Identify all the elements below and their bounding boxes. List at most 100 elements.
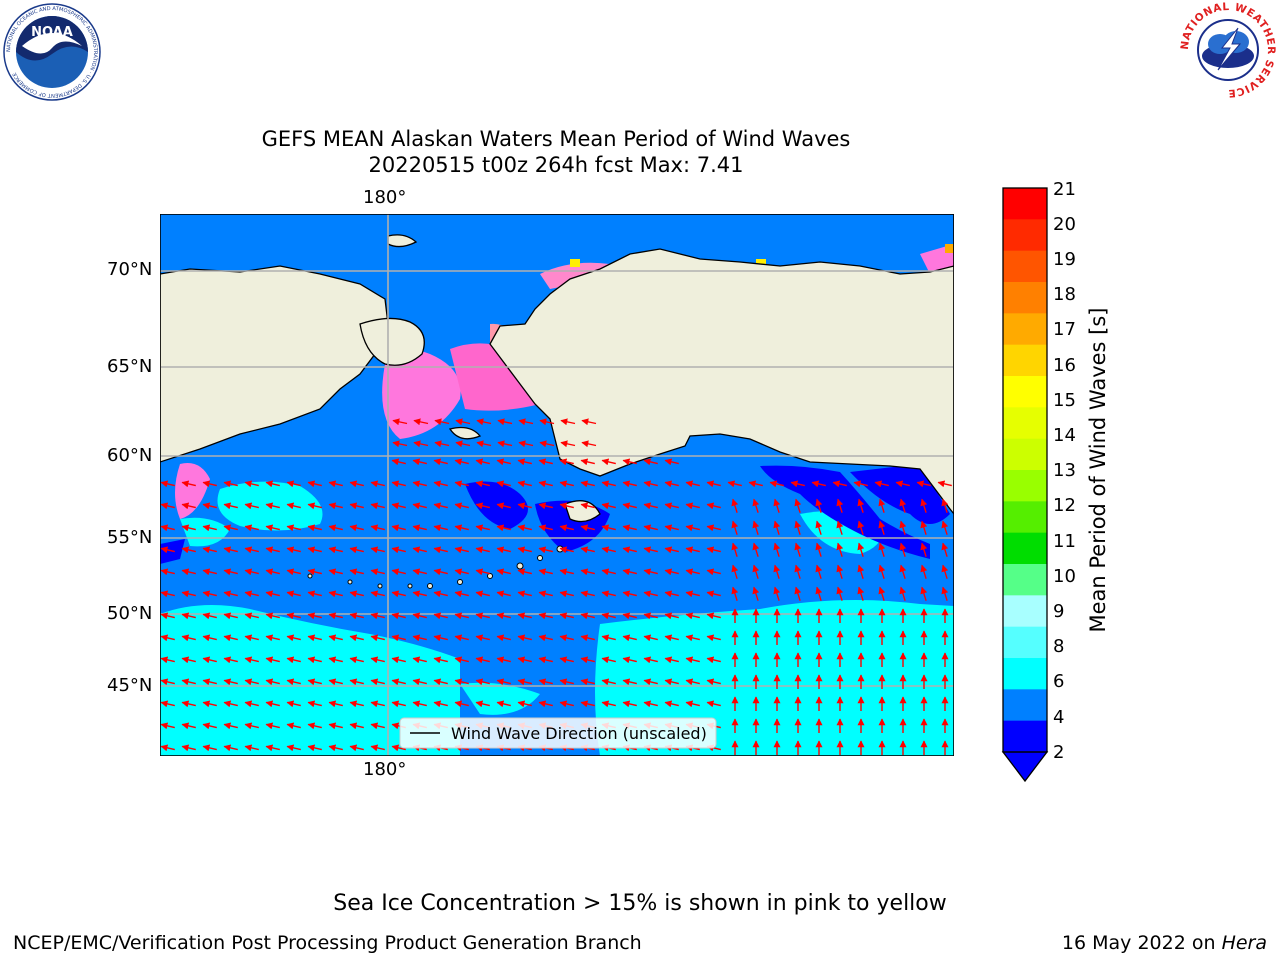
wind-wave-arrow — [328, 502, 343, 510]
wind-wave-arrow — [580, 700, 595, 708]
wind-wave-arrow — [559, 612, 574, 620]
wind-wave-arrow — [349, 744, 364, 752]
wind-wave-arrow — [286, 590, 301, 598]
wind-wave-arrow — [559, 480, 574, 488]
wind-wave-arrow — [413, 440, 429, 448]
wind-wave-arrow — [538, 612, 553, 620]
wind-wave-arrow — [476, 440, 492, 448]
wind-wave-arrow — [454, 700, 469, 708]
wind-wave-arrow — [181, 744, 196, 752]
wind-wave-arrow — [160, 524, 175, 532]
wind-wave-arrow — [685, 546, 700, 554]
wind-wave-arrow — [559, 458, 574, 466]
colorbar-label: Mean Period of Wind Waves [s] — [1086, 307, 1110, 633]
wind-wave-arrow — [622, 502, 637, 510]
wind-wave-arrow — [706, 590, 721, 598]
wind-wave-arrow — [773, 564, 781, 579]
wind-wave-arrow — [433, 524, 448, 532]
colorbar-segment — [1003, 250, 1047, 283]
wind-wave-arrow — [475, 568, 490, 576]
wind-wave-arrow — [857, 498, 865, 513]
wind-wave-arrow — [601, 480, 616, 488]
wind-wave-arrow — [497, 440, 513, 448]
colorbar-segment — [1003, 595, 1047, 628]
wind-wave-arrow — [559, 678, 574, 686]
wind-wave-arrow — [328, 634, 343, 642]
wind-wave-arrow — [601, 524, 616, 532]
wind-wave-arrow — [685, 502, 700, 510]
wind-wave-arrow — [496, 590, 511, 598]
wind-wave-arrow — [899, 498, 907, 513]
colorbar-tick: 6 — [1053, 671, 1065, 692]
wind-wave-arrow — [370, 612, 385, 620]
wind-wave-arrow — [223, 524, 238, 532]
wind-wave-arrow — [643, 634, 658, 642]
wind-wave-arrow — [937, 480, 952, 488]
wind-wave-arrow — [328, 546, 343, 554]
wind-wave-arrow — [580, 480, 595, 488]
wind-wave-arrow — [538, 524, 553, 532]
wind-wave-arrow — [794, 542, 802, 557]
wind-wave-arrow — [752, 542, 760, 557]
wind-wave-arrow — [920, 564, 928, 579]
wind-wave-arrow — [286, 700, 301, 708]
wind-wave-arrow — [685, 524, 700, 532]
wind-wave-arrow — [706, 612, 721, 620]
wind-wave-arrow — [643, 700, 658, 708]
wind-wave-arrow — [475, 546, 490, 554]
wind-wave-arrow — [160, 700, 175, 708]
wind-wave-arrow — [307, 590, 322, 598]
wind-wave-arrow — [538, 656, 553, 664]
wind-wave-arrow — [391, 744, 406, 752]
wind-wave-arrow — [244, 722, 259, 730]
wind-wave-arrow — [941, 542, 949, 557]
wind-wave-arrow — [433, 700, 448, 708]
wind-wave-arrow — [815, 520, 823, 535]
wind-wave-arrow — [434, 418, 450, 426]
wind-wave-arrow — [832, 480, 847, 488]
wind-wave-arrow — [454, 656, 469, 664]
nws-logo: NATIONAL WEATHER SERVICE — [1178, 0, 1278, 100]
wind-wave-arrow — [580, 458, 595, 466]
wind-wave-arrow — [160, 502, 175, 510]
wind-wave-arrow — [664, 568, 679, 576]
wind-wave-arrow — [496, 502, 511, 510]
wind-wave-arrow — [328, 568, 343, 576]
wind-wave-arrow — [181, 700, 196, 708]
wind-wave-arrow — [517, 568, 532, 576]
wind-wave-arrow — [349, 568, 364, 576]
wind-wave-arrow — [160, 480, 175, 488]
wind-wave-arrow — [391, 568, 406, 576]
map-panel: Wind Wave Direction (unscaled) — [160, 214, 954, 756]
wind-wave-arrow — [899, 520, 907, 535]
wind-wave-arrow — [454, 634, 469, 642]
wind-wave-arrow — [664, 458, 679, 466]
wind-wave-arrow — [664, 634, 679, 642]
wind-wave-arrow — [392, 418, 408, 426]
wind-wave-arrow — [244, 502, 259, 510]
wind-wave-arrow — [920, 520, 928, 535]
land-wrangel-island — [387, 234, 418, 248]
colorbar-tick: 21 — [1053, 179, 1076, 200]
wind-wave-arrow — [223, 678, 238, 686]
land-nunivak-island — [448, 426, 482, 440]
wind-wave-arrow — [244, 590, 259, 598]
wind-wave-arrow — [328, 480, 343, 488]
noaa-logo-text: NOAA — [31, 25, 73, 40]
wind-wave-arrow — [475, 590, 490, 598]
wind-wave-arrow — [815, 586, 823, 601]
wind-wave-arrow — [857, 542, 865, 557]
wind-wave-arrow — [433, 458, 448, 466]
wind-wave-arrow — [286, 524, 301, 532]
wind-wave-arrow — [622, 546, 637, 554]
wind-wave-arrow — [349, 502, 364, 510]
wind-wave-arrow — [160, 568, 175, 576]
wind-wave-arrow — [286, 546, 301, 554]
wind-wave-arrow — [454, 678, 469, 686]
wind-wave-arrow — [328, 744, 343, 752]
legend: Wind Wave Direction (unscaled) — [399, 717, 717, 749]
wind-wave-arrow — [391, 656, 406, 664]
wind-wave-arrow — [454, 458, 469, 466]
wind-wave-arrow — [160, 744, 175, 752]
wind-wave-arrow — [643, 524, 658, 532]
